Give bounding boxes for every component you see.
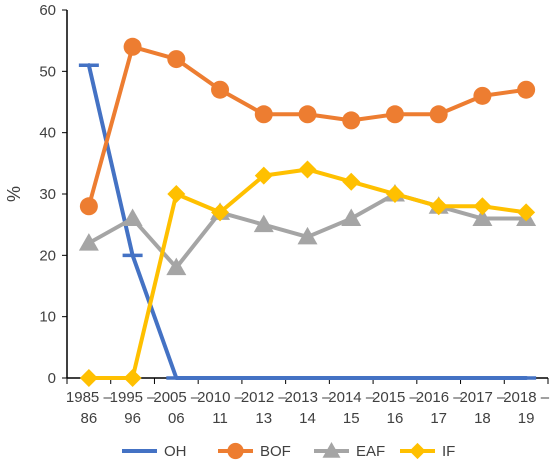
y-tick-label: 0: [48, 370, 56, 387]
legend-label-if: IF: [442, 443, 455, 460]
x-tick-label-line: 1985 –: [66, 389, 113, 406]
legend-marker-bof: [227, 442, 244, 460]
data-point-if: [79, 369, 98, 387]
x-tick-label-line: 2012 –: [241, 389, 288, 406]
x-tick-label: 2014 – 15: [328, 389, 375, 427]
data-point-if: [211, 203, 230, 222]
data-point-eaf: [166, 257, 187, 276]
series-if: [79, 160, 536, 387]
x-tick-label-line: 2005 –: [153, 389, 200, 406]
y-tick-label: 10: [39, 309, 56, 326]
data-point-bof: [429, 105, 448, 124]
legend-item-if: IF: [400, 442, 455, 460]
data-point-if: [385, 185, 404, 203]
data-point-bof: [342, 111, 361, 130]
legend-marker-if: [409, 442, 426, 460]
x-tick-label-line: 2015 –: [372, 389, 419, 406]
series-bof: [79, 37, 536, 216]
data-point-eaf: [297, 226, 318, 245]
data-point-bof: [167, 50, 186, 69]
legend-label-bof: BOF: [260, 443, 291, 460]
series-line-bof: [86, 44, 529, 209]
x-tick-label: 2005 – 06: [153, 389, 200, 427]
x-tick-label-line: 2017 –: [459, 389, 506, 406]
y-tick-label: 60: [39, 2, 56, 19]
y-axis-label: %: [4, 186, 24, 202]
data-point-bof: [254, 105, 273, 124]
legend-item-bof: BOF: [218, 442, 291, 460]
data-point-bof: [385, 105, 404, 124]
x-tick-label: 2010 – 11: [197, 389, 244, 427]
x-tick-label-line: 96: [124, 410, 141, 427]
x-tick-label-line: 2013 –: [285, 389, 332, 406]
data-point-bof: [211, 80, 230, 99]
data-point-bof: [517, 80, 536, 99]
x-tick-label-line: 15: [343, 410, 360, 427]
data-point-if: [342, 172, 361, 191]
x-tick-label-line: 16: [387, 410, 404, 427]
data-point-bof: [298, 105, 317, 124]
data-point-if: [517, 203, 536, 222]
data-point-eaf: [78, 233, 99, 251]
legend-item-oh: OH: [122, 443, 187, 460]
x-tick-labels: 1985 – 86 1995 – 96 2005 – 06 2010 – 11 2012 – 13…: [66, 389, 550, 427]
data-point-bof: [123, 37, 142, 56]
data-point-bof: [473, 86, 492, 105]
legend-label-oh: OH: [164, 443, 187, 460]
x-tick-label: 1995 – 96: [110, 389, 157, 427]
data-point-bof: [79, 197, 98, 216]
series-eaf: [78, 184, 537, 276]
x-tick-label: 2017 – 18: [459, 389, 506, 427]
x-tick-label-line: 1995 –: [110, 389, 157, 406]
data-point-eaf: [341, 208, 362, 227]
data-point-if: [473, 197, 492, 216]
x-tick-label-line: 14: [299, 410, 316, 427]
x-tick-label-line: 2010 –: [197, 389, 244, 406]
x-tick-label-line: 18: [474, 410, 491, 427]
data-point-if: [429, 197, 448, 216]
y-tick-label: 50: [39, 63, 56, 80]
legend: OH BOF EAF IF: [122, 442, 455, 460]
x-tick-label-line: 17: [430, 410, 447, 427]
y-tick-label: 40: [39, 125, 56, 142]
x-tick-label: 1985 – 86: [66, 389, 113, 427]
series-group: [78, 37, 537, 387]
series-line-if: [86, 167, 529, 380]
legend-label-eaf: EAF: [356, 443, 385, 460]
x-tick-label: 2012 – 13: [241, 389, 288, 427]
data-point-if: [254, 166, 273, 185]
x-tick-label: 2018 – 19: [503, 389, 550, 427]
legend-marker-eaf: [322, 442, 341, 458]
x-tick-label-line: 13: [255, 410, 272, 427]
x-tick-label-line: 2016 –: [416, 389, 463, 406]
legend-item-eaf: EAF: [314, 442, 385, 460]
x-tick-label-line: 2018 –: [503, 389, 550, 406]
x-tick-label: 2013 – 14: [285, 389, 332, 427]
series-oh: [78, 63, 537, 380]
data-point-if: [123, 369, 142, 387]
y-tick-labels: 0 10 20 30 40 50 60: [39, 2, 56, 387]
x-tick-label-line: 11: [212, 410, 228, 427]
data-point-if: [298, 160, 317, 179]
x-tick-label-line: 19: [518, 410, 535, 427]
y-tick-label: 30: [39, 186, 56, 203]
data-point-eaf: [472, 208, 493, 227]
data-point-eaf: [253, 214, 274, 233]
x-tick-label-line: 2014 –: [328, 389, 375, 406]
x-tick-label: 2016 – 17: [416, 389, 463, 427]
data-point-if: [167, 185, 186, 203]
x-tick-label-line: 86: [81, 410, 98, 427]
data-point-eaf: [122, 208, 143, 227]
y-tick-label: 20: [39, 247, 56, 264]
x-tick-label-line: 06: [168, 410, 185, 427]
axes: [62, 9, 549, 384]
x-tick-label: 2015 – 16: [372, 389, 419, 427]
